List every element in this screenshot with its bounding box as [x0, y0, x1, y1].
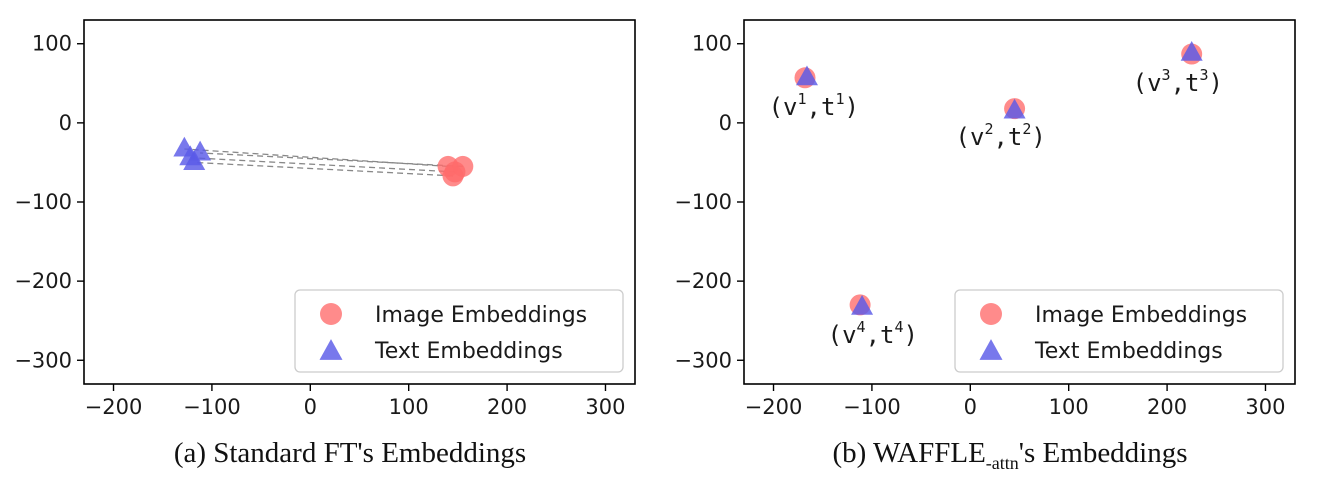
- text-embedding-point: [183, 150, 206, 170]
- x-tick-label: 100: [389, 395, 429, 419]
- text-embedding-point: [851, 294, 874, 315]
- legend: Image Embeddings Text Embeddings: [954, 289, 1284, 373]
- y-tick-label: −200: [674, 269, 732, 293]
- legend-box: [294, 289, 624, 373]
- x-tick-label: −100: [183, 395, 241, 419]
- pair-annotation: (v3,t3): [1133, 66, 1223, 97]
- x-tick-label: −200: [85, 395, 143, 419]
- x-tick-label: 0: [304, 395, 317, 419]
- legend-circle-marker: [320, 303, 342, 325]
- legend-box: [954, 289, 1284, 373]
- x-tick-label: 0: [964, 395, 977, 419]
- panel-caption: (b) WAFFLE-attn's Embeddings: [832, 437, 1187, 473]
- legend: Image Embeddings Text Embeddings: [294, 289, 624, 373]
- x-tick-label: −200: [745, 395, 803, 419]
- x-tick-label: 300: [585, 395, 625, 419]
- x-tick-label: −100: [843, 395, 901, 419]
- scatter-panel-a: −200 −100 0 100 200 300 100 0 −100 −200 −300 Image …: [14, 19, 636, 469]
- y-tick-label: −100: [674, 190, 732, 214]
- pair-connector-line: [200, 152, 463, 168]
- legend-triangle-marker: [979, 339, 1003, 360]
- panel-caption: (a) Standard FT's Embeddings: [174, 437, 526, 469]
- image-embedding-point: [442, 165, 464, 187]
- y-tick-label: −300: [674, 348, 732, 372]
- y-tick-label: −300: [14, 348, 72, 372]
- scatter-panel-b: −200 −100 0 100 200 300 100 0 −100 −200 −300 (v1,t1…: [674, 19, 1296, 473]
- text-embedding-point: [1003, 98, 1026, 119]
- text-embedding-point: [795, 65, 818, 86]
- pair-connector-line: [194, 161, 454, 177]
- legend-circle-marker: [980, 303, 1002, 325]
- y-tick-label: −200: [14, 269, 72, 293]
- legend-label: Image Embeddings: [375, 303, 587, 328]
- y-tick-label: 0: [719, 111, 732, 135]
- text-embedding-point: [1180, 40, 1203, 61]
- x-tick-label: 200: [487, 395, 527, 419]
- pair-annotation: (v4,t4): [828, 318, 918, 349]
- legend-label: Text Embeddings: [374, 339, 563, 364]
- pair-connector-line: [190, 157, 455, 173]
- x-tick-label: 300: [1245, 395, 1285, 419]
- pair-annotation: (v1,t1): [769, 90, 859, 121]
- y-tick-label: 100: [692, 32, 732, 56]
- y-tick-label: −100: [14, 190, 72, 214]
- legend-label: Image Embeddings: [1035, 303, 1247, 328]
- pair-connector-line: [184, 148, 449, 168]
- legend-triangle-marker: [319, 339, 343, 360]
- x-tick-label: 100: [1049, 395, 1089, 419]
- legend-label: Text Embeddings: [1034, 339, 1223, 364]
- y-tick-label: 100: [32, 32, 72, 56]
- pair-annotation: (v2,t2): [956, 120, 1046, 151]
- y-tick-label: 0: [59, 111, 72, 135]
- x-tick-label: 200: [1147, 395, 1187, 419]
